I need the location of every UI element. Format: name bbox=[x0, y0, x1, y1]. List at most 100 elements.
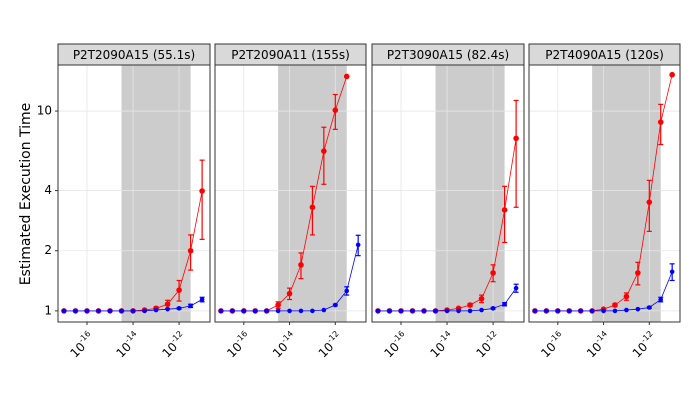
point bbox=[218, 308, 224, 314]
point bbox=[142, 308, 147, 314]
y-tick-label: 2 bbox=[44, 243, 52, 257]
x-tick-label: 10-16 bbox=[537, 329, 568, 360]
x-tick-label: 10-16 bbox=[380, 329, 411, 360]
x-tick-label: 10-16 bbox=[223, 329, 254, 360]
x-tick-label: 10-14 bbox=[112, 329, 143, 360]
point bbox=[287, 308, 292, 314]
point bbox=[601, 308, 606, 314]
point bbox=[332, 107, 339, 113]
error-bar bbox=[321, 126, 327, 185]
point bbox=[252, 308, 258, 314]
point bbox=[612, 302, 618, 308]
point bbox=[635, 270, 641, 276]
point bbox=[355, 242, 361, 248]
point bbox=[188, 303, 193, 309]
point bbox=[646, 199, 653, 205]
point bbox=[566, 308, 572, 314]
point bbox=[107, 308, 113, 314]
point bbox=[467, 308, 473, 314]
point bbox=[321, 148, 327, 154]
point bbox=[130, 308, 136, 314]
x-tick-base: 10 bbox=[316, 340, 337, 361]
point bbox=[119, 308, 124, 314]
point bbox=[490, 306, 496, 311]
x-tick-base: 10 bbox=[113, 340, 134, 361]
point bbox=[490, 270, 496, 276]
point bbox=[398, 308, 404, 314]
point bbox=[264, 308, 269, 314]
point bbox=[199, 297, 205, 302]
x-tick-base: 10 bbox=[160, 340, 181, 361]
panel-title: P2T2090A15 (55.1s) bbox=[73, 48, 195, 62]
point bbox=[286, 290, 293, 297]
panel-title: P2T3090A15 (82.4s) bbox=[387, 48, 509, 62]
x-tick-base: 10 bbox=[67, 340, 88, 361]
point bbox=[199, 188, 205, 194]
y-tick-label: 10 bbox=[37, 104, 52, 118]
x-tick-label: 10-12 bbox=[628, 329, 659, 360]
point bbox=[375, 308, 381, 314]
y-tick-label: 1 bbox=[44, 303, 52, 317]
point bbox=[646, 305, 652, 310]
point bbox=[332, 302, 338, 308]
x-tick-label: 10-12 bbox=[472, 329, 503, 360]
point bbox=[433, 308, 438, 314]
point bbox=[635, 306, 641, 312]
strip-background bbox=[57, 43, 211, 66]
point bbox=[187, 247, 194, 254]
point bbox=[589, 308, 595, 314]
point bbox=[241, 308, 247, 314]
point bbox=[669, 269, 675, 275]
panel-title: P2T4090A15 (120s) bbox=[545, 48, 664, 62]
point bbox=[513, 135, 519, 142]
strip-background bbox=[371, 43, 525, 66]
point bbox=[657, 119, 664, 125]
point bbox=[165, 306, 170, 312]
point bbox=[164, 301, 171, 308]
point bbox=[61, 308, 67, 314]
point bbox=[298, 262, 304, 268]
panel-title: P2T2090A11 (155s) bbox=[231, 48, 350, 62]
point bbox=[478, 295, 485, 302]
point bbox=[612, 308, 618, 314]
point bbox=[421, 308, 427, 314]
point bbox=[624, 307, 629, 313]
x-tick-base: 10 bbox=[427, 340, 448, 361]
point bbox=[84, 308, 90, 314]
y-axis-label: Estimated Execution Time bbox=[18, 103, 34, 286]
error-bar bbox=[513, 99, 519, 208]
x-tick-base: 10 bbox=[381, 340, 402, 361]
x-tick-base: 10 bbox=[224, 340, 245, 361]
point bbox=[479, 307, 484, 313]
point bbox=[444, 308, 450, 314]
strip-background bbox=[214, 43, 367, 66]
error-bar bbox=[309, 185, 315, 236]
x-tick-label: 10-14 bbox=[269, 329, 300, 360]
point bbox=[344, 288, 350, 294]
point bbox=[230, 308, 235, 314]
point bbox=[502, 301, 507, 307]
point bbox=[275, 308, 281, 314]
point bbox=[321, 307, 327, 313]
point bbox=[309, 204, 316, 211]
point bbox=[623, 293, 630, 300]
x-tick-label: 10-16 bbox=[66, 329, 97, 360]
point bbox=[501, 207, 508, 213]
shaded-region bbox=[435, 65, 505, 322]
point bbox=[96, 308, 101, 314]
point bbox=[298, 308, 304, 314]
shaded-region bbox=[121, 65, 191, 322]
point bbox=[544, 308, 549, 314]
point bbox=[532, 308, 538, 314]
x-tick-base: 10 bbox=[474, 340, 495, 361]
point bbox=[410, 308, 415, 314]
point bbox=[456, 308, 461, 314]
point bbox=[467, 302, 473, 308]
y-tick-label: 4 bbox=[44, 183, 52, 197]
point bbox=[176, 306, 182, 311]
x-tick-label: 10-12 bbox=[158, 329, 189, 360]
point bbox=[578, 308, 583, 314]
x-tick-label: 10-14 bbox=[426, 329, 457, 360]
point bbox=[669, 71, 675, 78]
